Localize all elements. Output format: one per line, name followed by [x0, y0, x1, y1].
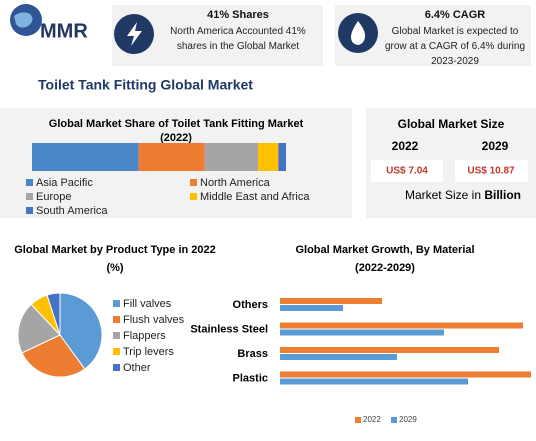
legend-label: Flush valves: [123, 314, 185, 326]
bar: [280, 298, 382, 304]
logo-land: [14, 12, 33, 28]
bar-segment: [138, 143, 205, 171]
category-label: Plastic: [233, 372, 268, 384]
value-box: [371, 160, 443, 182]
bar: [280, 322, 523, 329]
bar: [280, 371, 531, 378]
chart-title: Global Market Share of Toilet Tank Fitti…: [49, 118, 304, 130]
category-label: Others: [233, 299, 268, 311]
legend-swatch: [355, 417, 361, 423]
bar: [280, 354, 397, 360]
chart-subtitle: (2022): [160, 132, 192, 144]
bar-segment: [278, 143, 286, 171]
bar-segment: [258, 143, 279, 171]
legend-label: Middle East and Africa: [200, 191, 310, 203]
size-note: Market Size in Billion: [405, 188, 521, 202]
pie-slice: [59, 292, 103, 370]
card-title: 6.4% CAGR: [424, 9, 486, 21]
bar: [280, 378, 468, 385]
logo-text: MMR: [40, 20, 88, 42]
bar: [280, 329, 444, 336]
legend-swatch: [113, 364, 120, 371]
legend-label: Europe: [36, 191, 71, 203]
legend-swatch: [190, 179, 197, 186]
legend-swatch: [113, 332, 120, 339]
card-body: North America Accounted 41% shares in th…: [170, 26, 306, 52]
bolt-icon: [127, 22, 142, 46]
card-body: Global Market is expected to grow at a C…: [384, 26, 526, 67]
legend-label: 2029: [399, 415, 417, 424]
size-note-unit: Billion: [484, 188, 521, 202]
size-value: US$ 7.04: [386, 166, 428, 177]
flame-icon: [351, 21, 366, 45]
card-title: 41% Shares: [207, 9, 269, 21]
legend-label: Other: [123, 362, 151, 374]
size-value: US$ 10.87: [467, 166, 515, 177]
category-label: Brass: [237, 348, 268, 360]
legend-label: North America: [200, 177, 271, 189]
size-year: 2029: [482, 139, 509, 153]
chart-title: Global Market by Product Type in 2022: [14, 244, 216, 256]
size-title: Global Market Size: [398, 117, 505, 131]
legend-label: Asia Pacific: [36, 177, 93, 189]
size-note-text: Market Size in: [405, 188, 481, 202]
pie-slice: [46, 292, 61, 336]
legend-swatch: [113, 348, 120, 355]
legend-label: Flappers: [123, 330, 166, 342]
legend-swatch: [26, 207, 33, 214]
legend-swatch: [190, 193, 197, 200]
legend-swatch: [391, 417, 397, 423]
main-title: Toilet Tank Fitting Global Market: [38, 77, 253, 93]
value-box: [455, 160, 528, 182]
size-year: 2022: [392, 139, 419, 153]
bar-segment: [204, 143, 259, 171]
bar: [280, 347, 499, 353]
legend-label: South America: [36, 205, 108, 217]
category-label: Stainless Steel: [190, 323, 268, 335]
bar: [280, 305, 343, 311]
legend-swatch: [113, 300, 120, 307]
legend-label: Fill valves: [123, 298, 172, 310]
pie-slice: [17, 303, 61, 354]
chart-title: Global Market Growth, By Material: [295, 244, 474, 256]
legend-swatch: [113, 316, 120, 323]
chart-subtitle: (%): [106, 262, 123, 274]
chart-subtitle: (2022-2029): [355, 262, 415, 274]
legend-label: Trip levers: [123, 346, 174, 358]
legend-label: 2022: [363, 415, 381, 424]
pie-slice: [21, 334, 86, 378]
bar-segment: [32, 143, 139, 171]
legend-swatch: [26, 179, 33, 186]
legend-swatch: [26, 193, 33, 200]
